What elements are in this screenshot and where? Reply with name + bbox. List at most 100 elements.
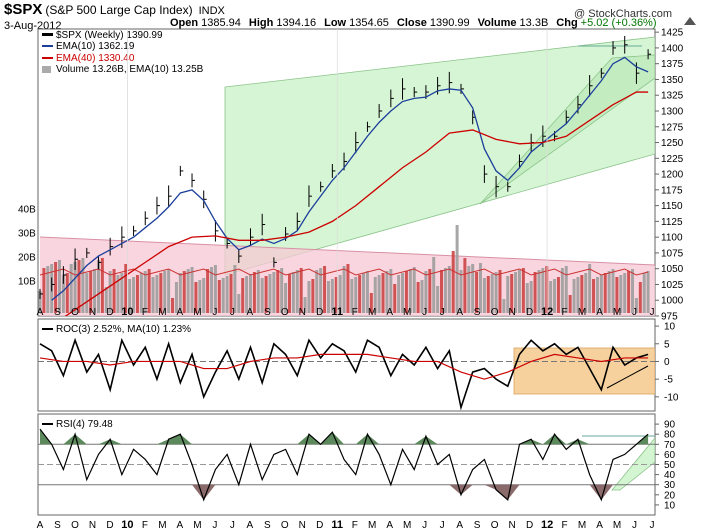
open-label: Open (170, 17, 199, 29)
volume-bar (377, 275, 381, 313)
volume-bar (276, 270, 280, 313)
symbol: $SPX (4, 1, 43, 18)
volume-bar (225, 276, 229, 313)
volume-bar (42, 268, 46, 313)
roc-tick-label: 5 (664, 339, 670, 350)
volume-bar (572, 279, 576, 313)
x-tick-label: J (650, 520, 655, 531)
roc-highlight-box (513, 347, 655, 395)
volume-bar (510, 274, 514, 313)
volume-bar (77, 260, 81, 313)
x-tick-label: O (281, 520, 289, 531)
volume-bar (358, 275, 362, 313)
volume-bar (264, 276, 268, 313)
volume-bar (85, 273, 89, 313)
volume-bar (451, 251, 455, 313)
volume-bar (46, 266, 50, 313)
volume-bar (440, 270, 444, 313)
x-tick-label: M (158, 307, 166, 318)
x-tick-label: F (562, 307, 568, 318)
price-tick-label: 1125 (661, 217, 683, 228)
collapse-arrow-icon[interactable] (684, 17, 696, 25)
price-tick-label: 1100 (661, 233, 683, 244)
x-tick-label: A (596, 307, 603, 318)
x-tick-label: A (37, 520, 44, 531)
x-tick-label: J (632, 307, 637, 318)
x-tick-label: D (316, 520, 323, 531)
volume-bar (171, 298, 175, 313)
x-tick-label: A (386, 307, 393, 318)
volume-bar (634, 298, 638, 313)
x-tick-label: 10 (121, 519, 133, 531)
rsi-oversold-fill (40, 484, 649, 500)
x-tick-label: M (158, 520, 166, 531)
volume-bar (210, 267, 214, 313)
volume-bar (471, 264, 475, 313)
roc-tick-label: -10 (664, 392, 679, 403)
volume-bar (206, 269, 210, 313)
low-label: Low (324, 17, 347, 29)
volume-bar (350, 279, 354, 313)
volume-bar (155, 275, 159, 313)
x-tick-label: O (491, 307, 499, 318)
x-tick-label: D (106, 307, 113, 318)
volume-bar (108, 271, 112, 313)
high-value: 1394.16 (276, 17, 317, 29)
x-tick-label: M (193, 307, 201, 318)
volume-bar (365, 271, 369, 313)
volume-bar (241, 278, 245, 313)
close-label: Close (396, 17, 427, 29)
x-tick-label: A (177, 307, 184, 318)
roc-axis: 10 5 0 -5 -10 (655, 322, 679, 403)
volume-bar (607, 271, 611, 313)
volume-bar (560, 268, 564, 313)
price-tick-label: 1250 (661, 138, 684, 149)
price-tick-label: 1200 (661, 170, 684, 181)
volume-bar (245, 276, 249, 313)
volume-bar (404, 271, 408, 313)
x-tick-label: A (456, 307, 463, 318)
volume-bar (213, 265, 217, 313)
volume-bar (323, 266, 327, 313)
price-tick-label: 1325 (661, 91, 684, 102)
stockcharts-brand: @ StockCharts.com (574, 8, 672, 20)
volume-bar (291, 272, 295, 313)
roc-trendline (606, 365, 649, 389)
volume-bar (311, 279, 315, 313)
price-tick-label: 1075 (661, 248, 684, 259)
volume-bar (595, 277, 599, 313)
symbol-name: (S&P 500 Large Cap Index) (45, 3, 193, 17)
x-tick-label: O (491, 520, 499, 531)
rsi-tick-label: 10 (664, 500, 676, 511)
x-tick-label: 12 (541, 519, 553, 531)
x-tick-label: 11 (331, 519, 343, 531)
x-tick-label: O (71, 520, 79, 531)
legend-rsi: RSI(4) 79.48 (56, 419, 113, 430)
x-tick-label: N (508, 520, 515, 531)
volume-bar (93, 269, 97, 313)
volume-bar (252, 272, 256, 313)
volume-bar (416, 282, 420, 313)
volume-bar (61, 275, 65, 313)
volume-bar (642, 273, 646, 313)
price-tick-label: 1350 (661, 75, 684, 86)
x-tick-label: F (352, 520, 358, 531)
volume-bar (611, 269, 615, 313)
x-tick-label: M (578, 307, 586, 318)
x-tick-label: J (212, 520, 217, 531)
volume-bar (73, 262, 77, 313)
price-tick-label: 1150 (661, 201, 683, 212)
volume-bar (521, 268, 525, 313)
x-tick-label: F (142, 520, 148, 531)
volume-bar (588, 264, 592, 313)
x-tick-label: M (578, 520, 586, 531)
volume-bar (104, 287, 108, 313)
x-tick-label: S (474, 520, 481, 531)
x-tick-label: N (299, 307, 306, 318)
low-value: 1354.65 (349, 17, 389, 29)
volume-bar (307, 281, 311, 313)
volume-bar (217, 280, 221, 313)
legend-price: $SPX (Weekly) 1390.99 (56, 30, 163, 41)
volume-bar (112, 269, 116, 313)
